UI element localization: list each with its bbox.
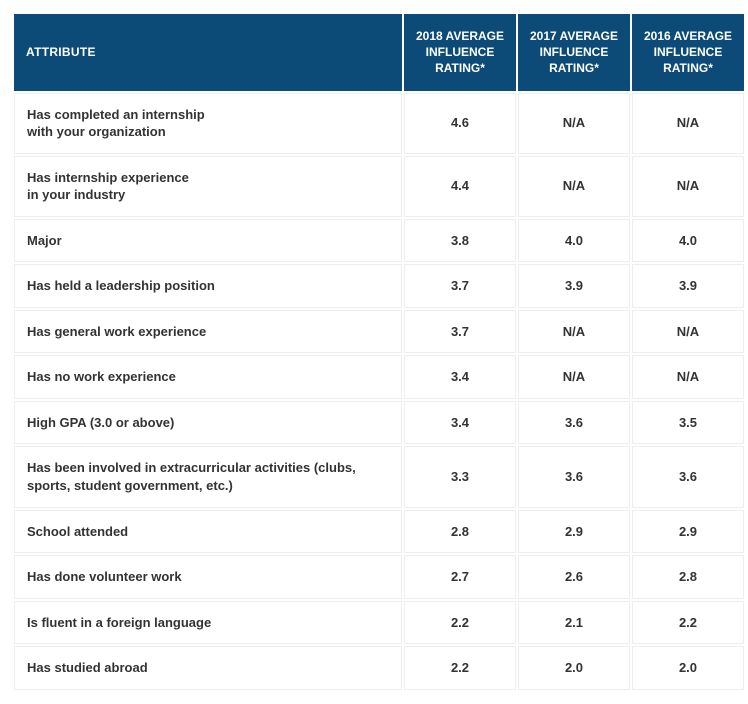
rating-v2018: 2.8	[404, 510, 516, 554]
rating-v2017: N/A	[518, 310, 630, 354]
attribute-label: High GPA (3.0 or above)	[14, 401, 402, 445]
table-row: Major3.84.04.0	[14, 219, 744, 263]
influence-rating-table: ATTRIBUTE 2018 AVERAGE INFLUENCE RATING*…	[12, 12, 746, 692]
col-header-2016: 2016 AVERAGE INFLUENCE RATING*	[632, 14, 744, 91]
rating-v2018: 3.8	[404, 219, 516, 263]
table-row: Has completed an internship with your or…	[14, 93, 744, 154]
rating-v2016: N/A	[632, 93, 744, 154]
table-header: ATTRIBUTE 2018 AVERAGE INFLUENCE RATING*…	[14, 14, 744, 91]
rating-v2017: 2.6	[518, 555, 630, 599]
table-row: Has internship experience in your indust…	[14, 156, 744, 217]
rating-v2018: 3.4	[404, 355, 516, 399]
rating-v2017: 3.6	[518, 401, 630, 445]
rating-v2018: 2.2	[404, 601, 516, 645]
table-row: High GPA (3.0 or above)3.43.63.5	[14, 401, 744, 445]
rating-v2018: 3.7	[404, 264, 516, 308]
rating-v2016: 3.9	[632, 264, 744, 308]
col-header-2018: 2018 AVERAGE INFLUENCE RATING*	[404, 14, 516, 91]
attribute-label: Has completed an internship with your or…	[14, 93, 402, 154]
rating-v2016: 3.6	[632, 446, 744, 507]
rating-v2016: 3.5	[632, 401, 744, 445]
table-row: Has been involved in extracurricular act…	[14, 446, 744, 507]
rating-v2017: N/A	[518, 93, 630, 154]
attribute-label: Has been involved in extracurricular act…	[14, 446, 402, 507]
attribute-label: Has internship experience in your indust…	[14, 156, 402, 217]
attribute-label: Has studied abroad	[14, 646, 402, 690]
rating-v2017: N/A	[518, 355, 630, 399]
rating-v2016: N/A	[632, 355, 744, 399]
table-row: Has held a leadership position3.73.93.9	[14, 264, 744, 308]
attribute-label: Major	[14, 219, 402, 263]
rating-v2017: 2.1	[518, 601, 630, 645]
table-row: Is fluent in a foreign language2.22.12.2	[14, 601, 744, 645]
rating-v2018: 3.4	[404, 401, 516, 445]
table-row: Has studied abroad2.22.02.0	[14, 646, 744, 690]
rating-v2018: 4.6	[404, 93, 516, 154]
rating-v2016: 2.9	[632, 510, 744, 554]
rating-v2016: N/A	[632, 310, 744, 354]
rating-v2018: 2.7	[404, 555, 516, 599]
table-row: School attended2.82.92.9	[14, 510, 744, 554]
rating-v2018: 4.4	[404, 156, 516, 217]
rating-v2017: 2.9	[518, 510, 630, 554]
rating-v2017: N/A	[518, 156, 630, 217]
table-body: Has completed an internship with your or…	[14, 93, 744, 690]
attribute-label: Has no work experience	[14, 355, 402, 399]
rating-v2016: 2.8	[632, 555, 744, 599]
attribute-label: Is fluent in a foreign language	[14, 601, 402, 645]
table-row: Has done volunteer work2.72.62.8	[14, 555, 744, 599]
rating-v2017: 2.0	[518, 646, 630, 690]
attribute-label: Has done volunteer work	[14, 555, 402, 599]
rating-v2017: 3.9	[518, 264, 630, 308]
rating-v2018: 3.7	[404, 310, 516, 354]
col-header-2017: 2017 AVERAGE INFLUENCE RATING*	[518, 14, 630, 91]
col-header-attribute: ATTRIBUTE	[14, 14, 402, 91]
rating-v2018: 3.3	[404, 446, 516, 507]
attribute-label: Has held a leadership position	[14, 264, 402, 308]
rating-v2017: 3.6	[518, 446, 630, 507]
rating-v2016: N/A	[632, 156, 744, 217]
rating-v2016: 4.0	[632, 219, 744, 263]
table-row: Has no work experience3.4N/AN/A	[14, 355, 744, 399]
table-row: Has general work experience3.7N/AN/A	[14, 310, 744, 354]
attribute-label: Has general work experience	[14, 310, 402, 354]
rating-v2016: 2.0	[632, 646, 744, 690]
rating-v2017: 4.0	[518, 219, 630, 263]
attribute-label: School attended	[14, 510, 402, 554]
rating-v2018: 2.2	[404, 646, 516, 690]
rating-v2016: 2.2	[632, 601, 744, 645]
